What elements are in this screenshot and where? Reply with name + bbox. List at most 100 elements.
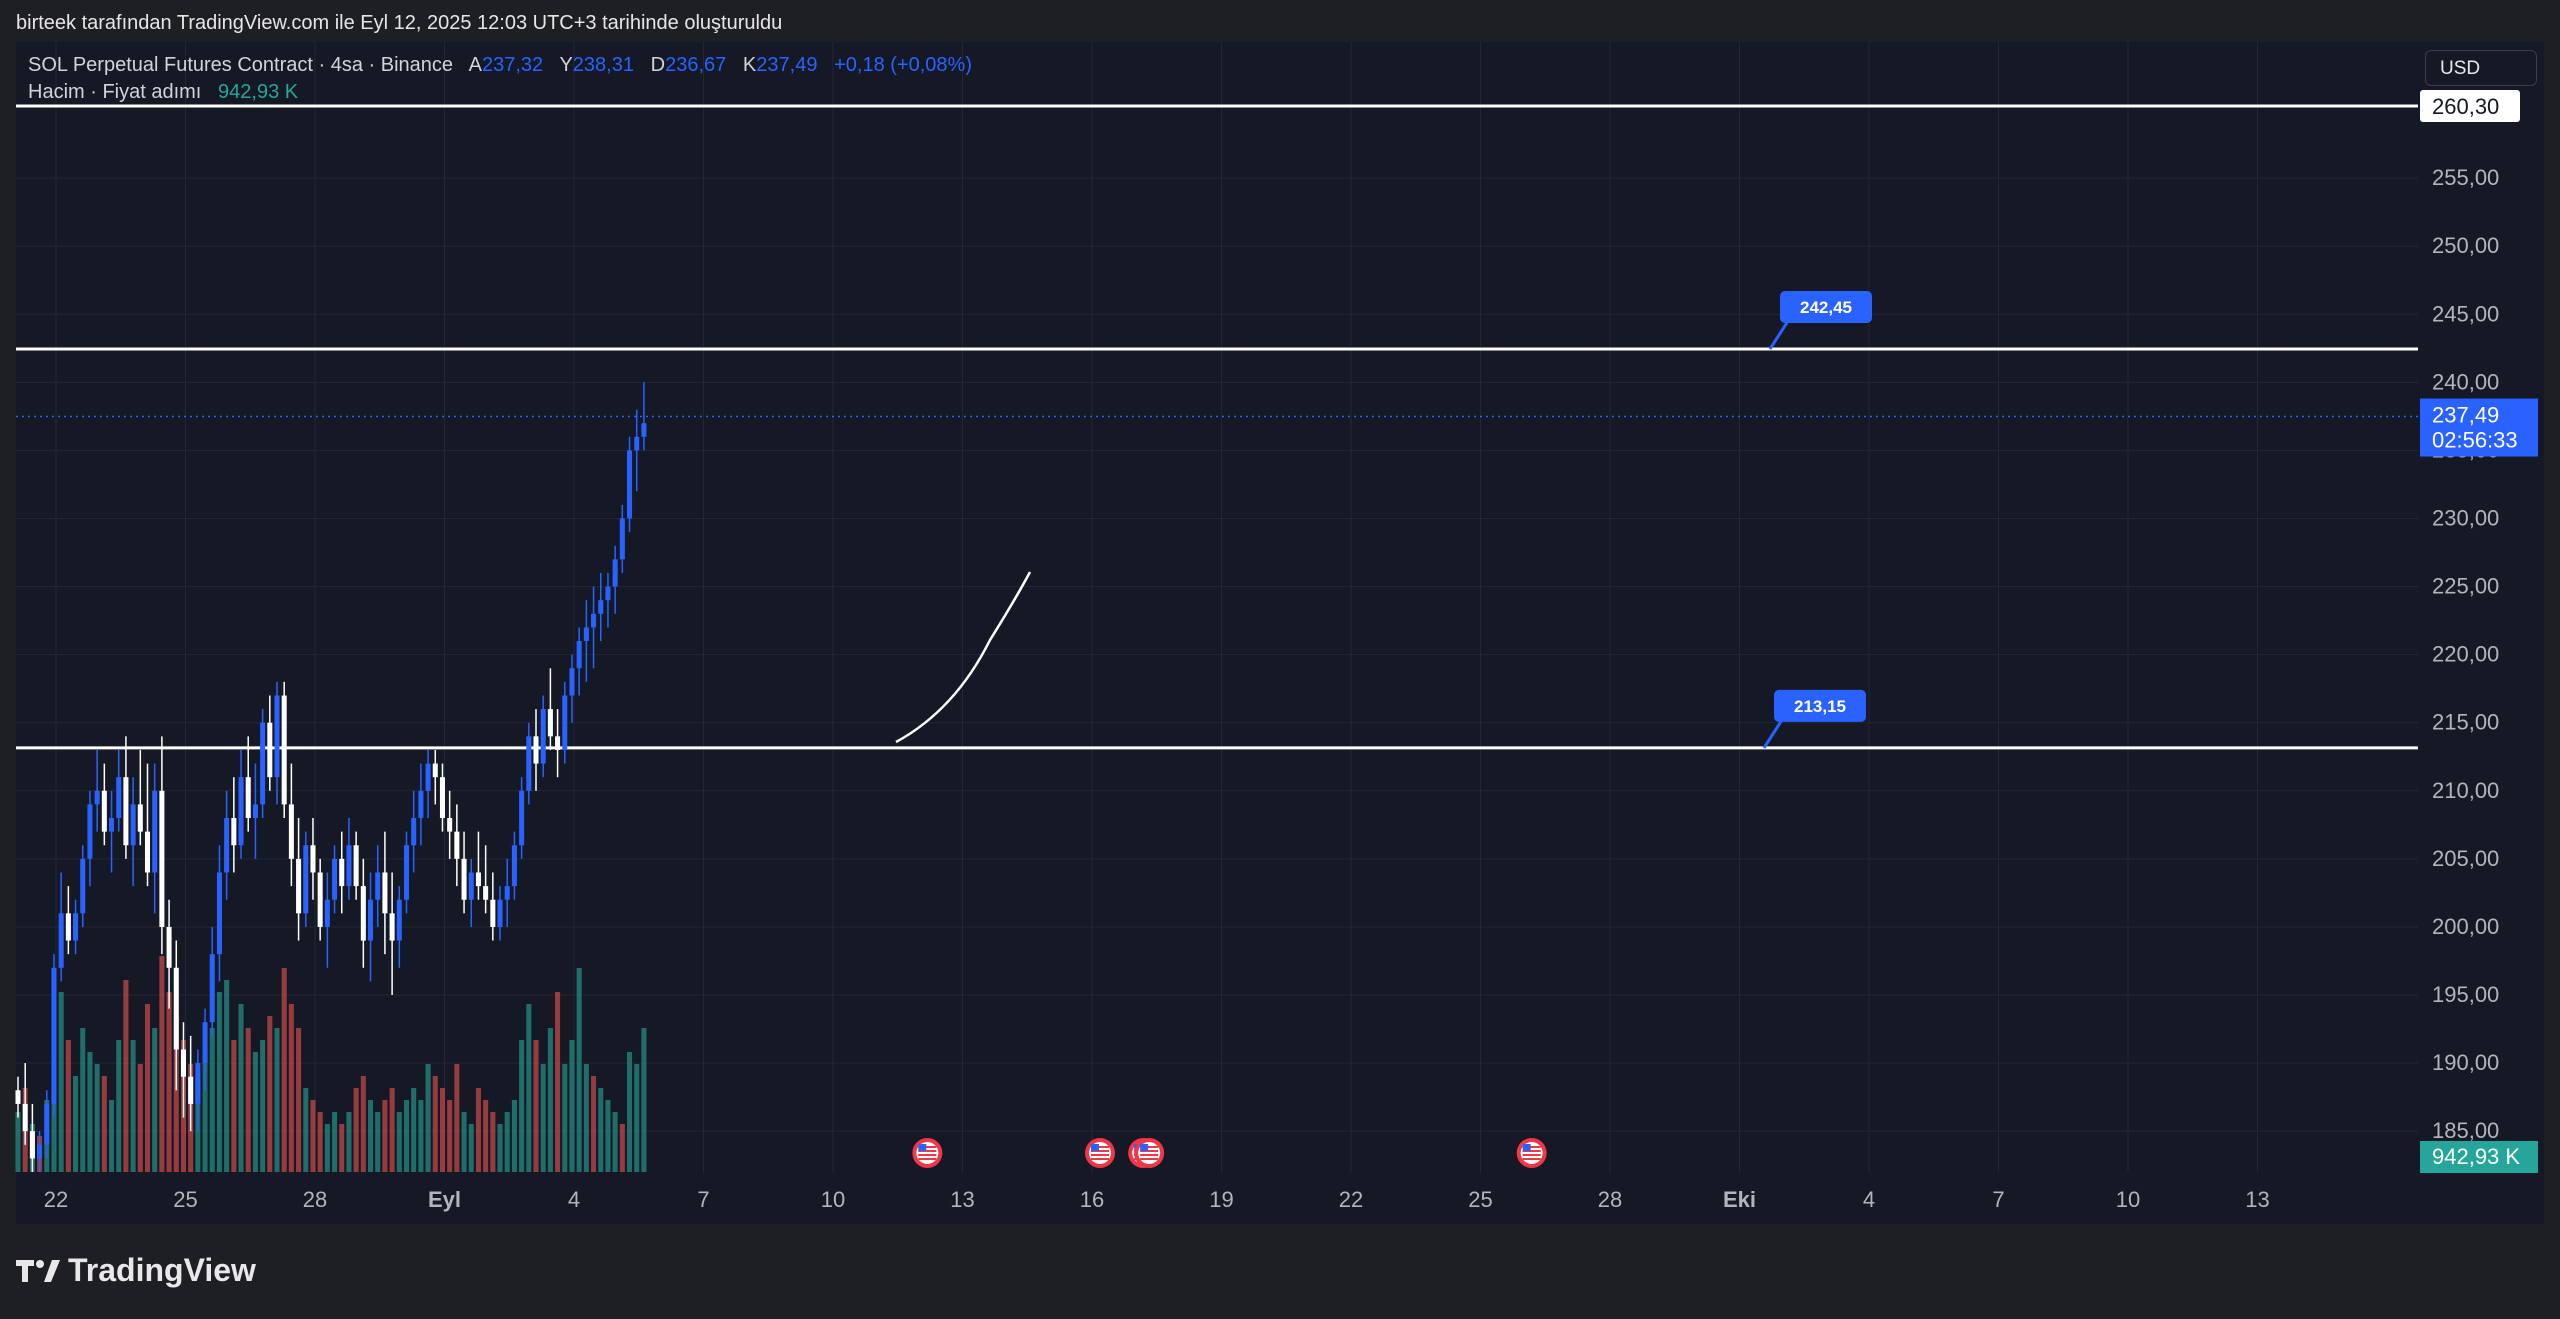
candle-body	[375, 872, 381, 900]
price-tick-label: 185,00	[2432, 1118, 2499, 1143]
volume-bar	[627, 1052, 633, 1172]
candle-body	[15, 1090, 21, 1104]
candle-body	[360, 886, 366, 941]
candle-body	[73, 913, 79, 941]
volume-bar	[389, 1088, 395, 1172]
candle-body	[468, 872, 474, 900]
candle-body	[447, 818, 453, 832]
candle-body	[231, 818, 237, 846]
time-tick-label: 10	[2116, 1187, 2140, 1212]
line-price-label: 260,30	[2432, 94, 2499, 119]
volume-bar	[346, 1112, 352, 1172]
volume-bar	[80, 1028, 86, 1172]
price-tick-label: 240,00	[2432, 369, 2499, 394]
time-tick-label: 25	[173, 1187, 197, 1212]
volume-bar	[396, 1112, 402, 1172]
callout-box	[1774, 689, 1866, 722]
tradingview-logo[interactable]: TradingView	[16, 1252, 256, 1289]
candle-body	[238, 777, 244, 846]
volume-bar	[281, 968, 287, 1172]
candle-body	[245, 777, 251, 819]
volume-bar	[562, 1064, 568, 1172]
volume-bar	[65, 1040, 71, 1172]
candle-body	[504, 886, 510, 900]
volume-bars	[15, 956, 647, 1172]
volume-bar	[317, 1112, 323, 1172]
time-tick-label: 13	[950, 1187, 974, 1212]
candle-body	[65, 913, 71, 941]
candle-body	[332, 858, 338, 900]
candle-body	[37, 1144, 43, 1159]
time-tick-label: 25	[1468, 1187, 1492, 1212]
time-tick-label: 19	[1209, 1187, 1233, 1212]
candle-body	[310, 845, 316, 873]
volume-bar	[216, 992, 222, 1172]
chart-panel[interactable]	[16, 42, 2544, 1224]
high-label: Y	[559, 54, 573, 76]
candle-body	[490, 899, 496, 927]
volume-bar	[260, 1040, 266, 1172]
time-tick-label: 28	[1598, 1187, 1622, 1212]
price-axis: 185,00 190,00 195,00 200,00 205,00 210,00 215,…	[2432, 165, 2499, 1143]
volume-bar	[15, 1112, 21, 1172]
volume-bar	[418, 1100, 424, 1172]
currency-selector[interactable]: USD	[2425, 50, 2537, 86]
volume-bar	[569, 1040, 575, 1172]
time-tick-label: 7	[697, 1187, 709, 1212]
price-tick-label: 250,00	[2432, 233, 2499, 258]
countdown-value: 02:56:33	[2432, 428, 2518, 453]
volume-bar	[583, 1064, 589, 1172]
volume-bar	[303, 1088, 309, 1172]
volume-label[interactable]: Hacim · Fiyat adımı	[28, 81, 202, 103]
volume-bar	[360, 1076, 366, 1172]
candle-body	[396, 899, 402, 941]
candle-body	[267, 722, 273, 778]
volume-tag-value: 942,93 K	[2432, 1144, 2520, 1169]
volume-bar	[468, 1124, 474, 1172]
candle-body	[634, 436, 640, 451]
volume-bar	[224, 980, 230, 1172]
volume-bar	[368, 1100, 374, 1172]
close-label: K	[742, 54, 757, 76]
candle-body	[58, 913, 64, 968]
volume-bar	[447, 1100, 453, 1172]
candle-body	[591, 613, 597, 628]
candle-body	[324, 899, 330, 927]
volume-bar	[209, 1028, 215, 1172]
time-tick-label: Eki	[1723, 1187, 1756, 1212]
volume-bar	[526, 1004, 532, 1172]
volume-bar	[605, 1100, 611, 1172]
time-axis: 22 25 28 Eyl 4 7 10 13 16 19 22 25 28 Eki 4 7 10 13	[44, 1187, 2270, 1212]
candles	[15, 382, 647, 1172]
candle-body	[439, 777, 445, 819]
volume-bar	[274, 1028, 280, 1172]
volume-bar	[73, 1076, 79, 1172]
low-label: D	[650, 54, 666, 76]
candle-body	[432, 763, 438, 778]
volume-bar	[533, 1040, 539, 1172]
candle-body	[22, 1103, 28, 1132]
price-tick-label: 215,00	[2432, 710, 2499, 735]
price-tick-label: 200,00	[2432, 914, 2499, 939]
candle-body	[418, 790, 424, 819]
candle-body	[116, 777, 122, 819]
candle-body	[411, 818, 417, 846]
volume-bar	[94, 1064, 100, 1172]
symbol-title[interactable]: SOL Perpetual Futures Contract · 4sa · B…	[28, 54, 454, 76]
volume-bar	[641, 1028, 647, 1172]
candle-body	[252, 804, 258, 819]
time-tick-label: Eyl	[428, 1187, 461, 1212]
us-flag-icon	[1085, 1138, 1115, 1168]
candle-body	[166, 926, 172, 968]
candle-body	[382, 872, 388, 914]
volume-bar	[403, 1100, 410, 1172]
candle-body	[159, 790, 165, 927]
price-tick-label: 195,00	[2432, 982, 2499, 1007]
price-tick-label: 230,00	[2432, 506, 2499, 531]
candle-body	[173, 967, 179, 1050]
candle-body	[123, 777, 129, 846]
open-value: 237,32	[481, 54, 544, 76]
candle-body	[511, 845, 517, 887]
